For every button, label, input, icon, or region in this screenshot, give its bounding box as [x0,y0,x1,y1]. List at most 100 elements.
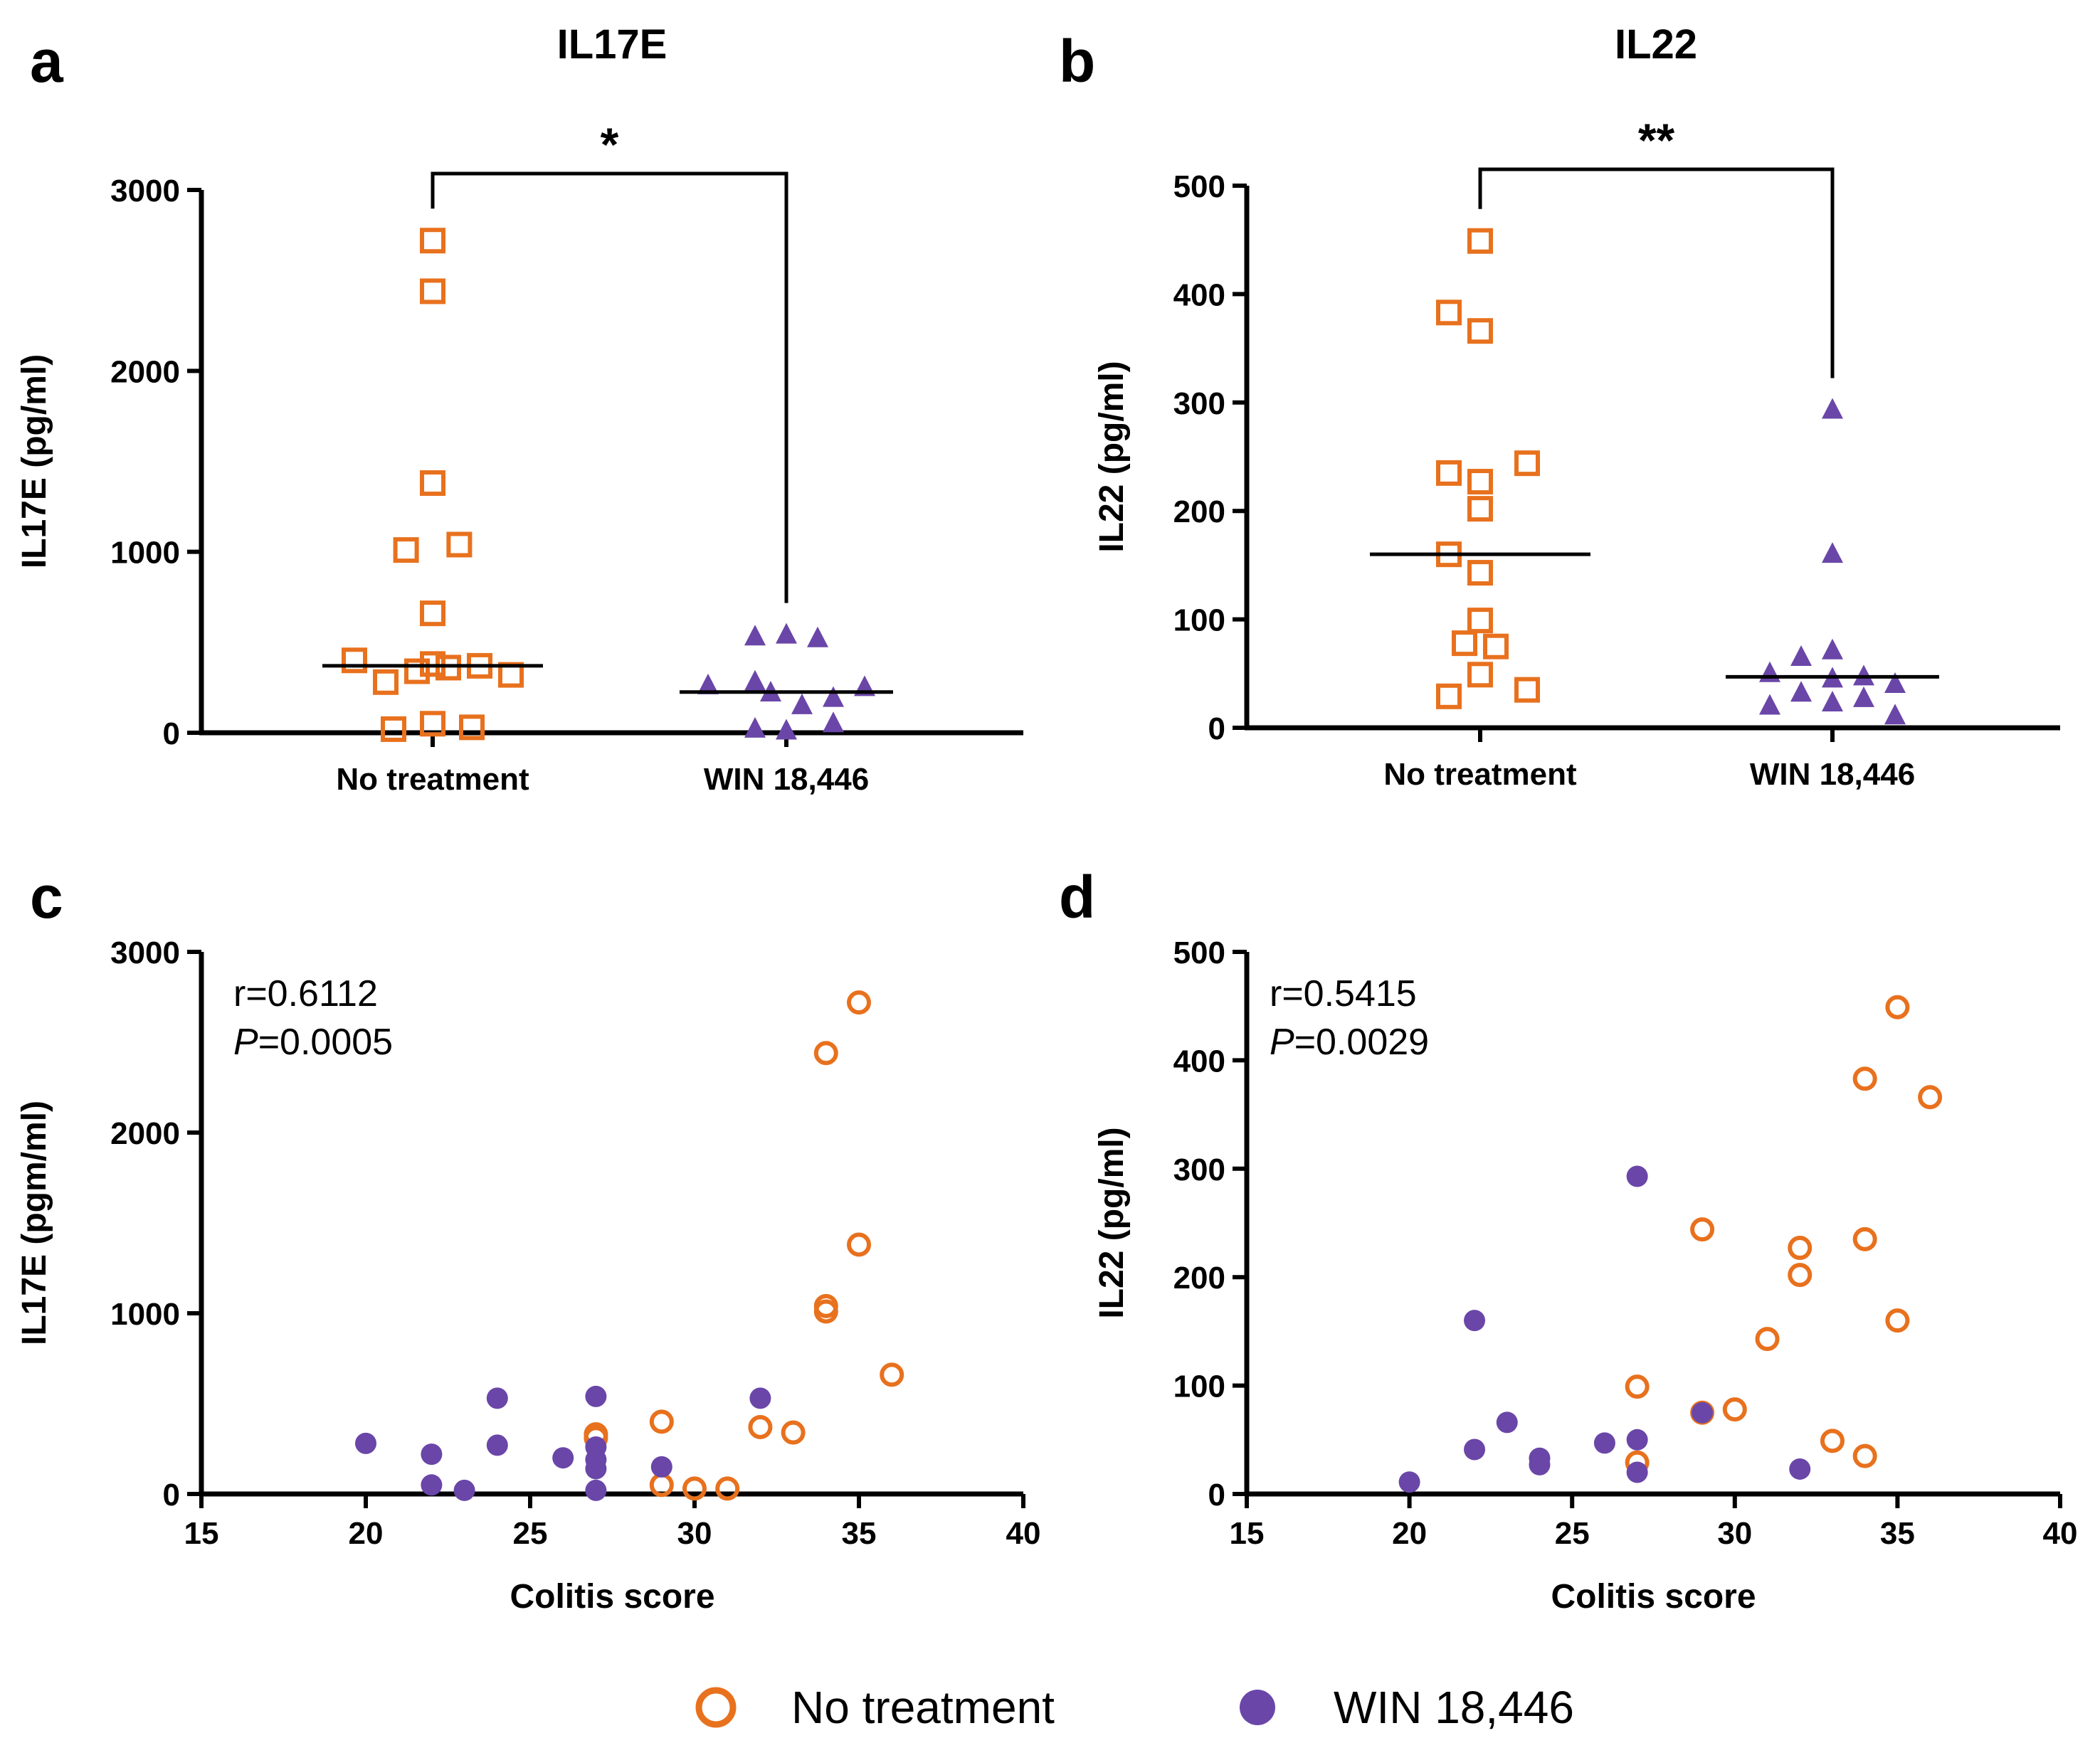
data-point-square [420,470,445,497]
data-point-filled-circle [1464,1310,1486,1332]
legend-win-label: WIN 18,446 [1334,1682,1574,1733]
data-point-triangle [1822,542,1843,563]
data-point-open-circle [847,1232,871,1257]
data-point-triangle [744,669,766,691]
y-axis-label: IL22 (pg/ml) [1093,1127,1131,1318]
data-point-triangle [823,686,844,707]
y-tick-label: 1000 [110,536,180,571]
y-tick-label: 200 [1173,1261,1225,1295]
y-axis-label: IL17E (pg/ml) [16,354,53,568]
data-point-filled-circle [1496,1411,1518,1434]
legend-win-marker [1240,1690,1275,1725]
data-point-filled-circle [585,1458,607,1480]
data-point-open-circle [847,990,871,1015]
data-point-filled-circle [585,1385,607,1407]
data-point-filled-circle [749,1387,771,1409]
data-point-square [1467,662,1493,688]
correlation-r: r=0.6112 [233,973,378,1014]
panel-b: b IL22 0 100 200 300 400 500 IL22 (pg/ml) No trea… [1059,21,2060,792]
data-point-square [1467,318,1493,344]
y-tick-label: 3000 [110,936,180,970]
y-axis-label: IL22 (pg/ml) [1093,361,1131,552]
data-point-square [381,716,406,742]
data-point-filled-circle [453,1479,475,1501]
data-point-square [459,714,485,741]
data-point-square [1514,450,1540,477]
data-point-square [420,278,445,304]
data-point-filled-circle [1692,1401,1714,1424]
data-point-triangle [744,716,766,738]
data-point-square [1436,460,1462,486]
x-tick-label: 15 [184,1516,219,1551]
x-tick-label: 25 [1555,1516,1590,1551]
y-tick-label: 0 [1208,711,1225,746]
data-point-triangle [1884,704,1906,725]
data-point-square [1467,228,1493,254]
x-tick-label: 35 [842,1516,877,1551]
data-point-open-circle [1755,1327,1780,1352]
x-tick-label: 20 [349,1516,384,1551]
data-point-filled-circle [486,1387,508,1409]
y-tick-label: 3000 [110,174,180,208]
x-tick-label: 15 [1230,1516,1265,1551]
y-tick-label: 500 [1173,169,1225,204]
x-tick-label: 40 [1006,1516,1041,1551]
data-point-open-circle [1788,1236,1813,1261]
data-point-triangle [776,622,797,644]
data-point-filled-circle [650,1456,672,1478]
data-point-triangle [1853,686,1874,707]
data-point-square [420,651,445,677]
panel-a: a IL17E 0 1000 2000 3000 IL17E (pg/ml) No treat… [16,21,1023,797]
data-point-open-circle [1852,1066,1877,1091]
y-tick-label: 400 [1173,1044,1225,1079]
data-point-filled-circle [421,1474,443,1496]
x-tick-label: No treatment [336,762,529,797]
data-point-filled-circle [1789,1458,1811,1480]
data-point-triangle [791,693,813,714]
data-point-triangle [1884,672,1906,694]
data-point-filled-circle [1626,1429,1648,1451]
x-axis-label: Colitis score [510,1578,714,1616]
data-point-square [373,669,399,695]
x-tick-label: 40 [2043,1516,2078,1551]
significance-stars: ** [1638,114,1675,166]
y-tick-label: 100 [1173,603,1225,638]
correlation-p: P=0.0005 [233,1022,393,1063]
y-tick-label: 0 [163,716,180,751]
panel-letter-a: a [30,28,64,95]
data-point-open-circle [1852,1226,1877,1251]
data-point-open-circle [649,1409,674,1434]
panel-letter-b: b [1059,28,1095,95]
data-point-triangle [744,625,766,646]
data-point-open-circle [880,1362,904,1387]
data-point-triangle [1790,681,1812,702]
y-tick-label: 2000 [110,354,180,389]
data-point-open-circle [1885,995,1910,1019]
y-axis-label: IL17E (pgm/ml) [16,1101,53,1345]
data-point-square [393,537,419,563]
data-point-triangle [807,626,828,647]
data-point-open-circle [781,1420,806,1445]
significance-stars: * [601,118,619,171]
correlation-r: r=0.5415 [1270,973,1417,1014]
data-point-square [1436,683,1462,709]
data-point-triangle [823,711,844,733]
significance-bracket [431,171,788,603]
data-point-filled-circle [486,1434,508,1456]
x-tick-label: 20 [1392,1516,1427,1551]
data-point-square [1514,677,1540,703]
panel-title-a: IL17E [557,21,668,68]
data-point-square [1452,630,1477,657]
data-point-open-circle [1918,1085,1943,1110]
y-tick-label: 0 [163,1478,180,1512]
y-tick-label: 100 [1173,1369,1225,1404]
y-tick-label: 300 [1173,1153,1225,1187]
y-tick-label: 2000 [110,1116,180,1151]
data-point-filled-circle [1464,1438,1486,1461]
data-point-triangle [776,719,797,740]
data-point-filled-circle [1626,1461,1648,1483]
data-point-square [342,647,367,674]
y-tick-label: 1000 [110,1297,180,1332]
x-axis-label: Colitis score [1551,1578,1756,1616]
